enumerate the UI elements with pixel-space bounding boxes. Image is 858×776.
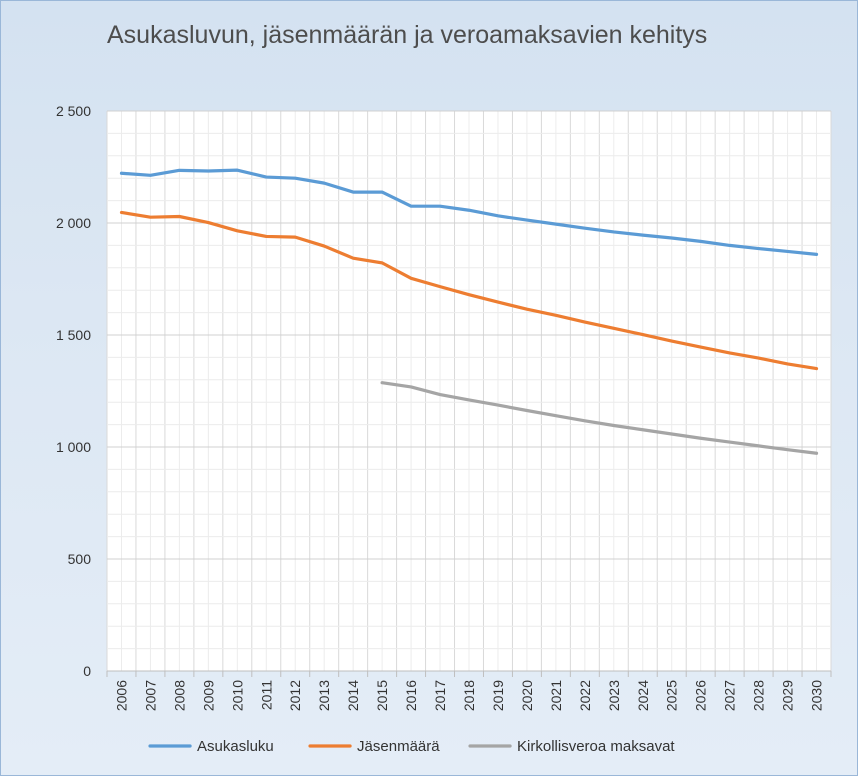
axes: 0 500 1 000 1 500 2 000 2 500 2006 2007 2008 2009… [56,103,832,711]
legend-label: Asukasluku [197,738,274,755]
series-line-Asukasluku [119,168,819,256]
x-tick-label: 2020 [519,680,535,711]
x-tick-label: 2021 [548,680,564,711]
x-tick-label: 2010 [229,680,245,711]
x-tick-label: 2006 [113,680,129,711]
legend-label: Jäsenmäärä [357,738,440,755]
x-tick-label: 2007 [142,680,158,711]
chart-title: Asukasluvun, jäsenmäärän ja veroamaksavi… [107,21,708,49]
x-tick-label: 2012 [287,680,303,711]
y-tick-label: 1 000 [56,439,91,455]
x-tick-label: 2023 [606,680,622,711]
x-tick-label: 2029 [780,680,796,711]
gridlines [106,110,832,672]
x-tick-label: 2027 [722,680,738,711]
x-tick-label: 2028 [751,680,767,711]
x-tick-label: 2026 [693,680,709,711]
x-tick-label: 2030 [809,680,825,711]
y-tick-label: 2 500 [56,103,91,119]
x-tick-label: 2016 [403,680,419,711]
y-tick-label: 2 000 [56,215,91,231]
x-tick-label: 2025 [664,680,680,711]
x-tick-label: 2017 [432,680,448,711]
legend: Asukasluku Jäsenmäärä Kirkollisveroa maksa… [148,738,675,755]
series-lines [119,168,819,455]
series-line-Jäsenmäärä [119,210,819,371]
series-line-Kirkollisveroa maksavat [380,381,819,455]
x-tick-label: 2009 [200,680,216,711]
y-tick-label: 500 [68,551,92,567]
x-tick-label: 2013 [316,680,332,711]
x-tick-label: 2022 [577,680,593,711]
x-tick-label: 2011 [258,680,274,710]
x-tick-label: 2019 [490,680,506,711]
y-tick-label: 1 500 [56,327,91,343]
x-tick-label: 2015 [374,680,390,711]
x-tick-label: 2024 [635,680,651,711]
x-tick-label: 2014 [345,680,361,711]
legend-label: Kirkollisveroa maksavat [517,738,675,755]
x-tick-label: 2008 [171,680,187,711]
x-tick-label: 2018 [461,680,477,711]
y-tick-label: 0 [83,663,91,679]
